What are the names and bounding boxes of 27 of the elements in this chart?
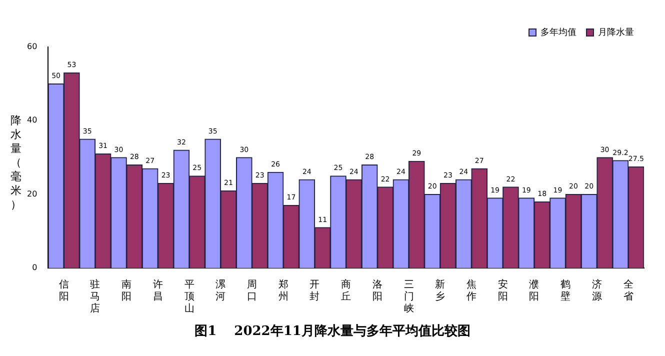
x-tick-label: 全省	[623, 278, 634, 303]
x-tick-label: 周口	[247, 280, 258, 303]
y-tick-label: 20	[26, 189, 38, 198]
x-tick-label: 开封	[310, 280, 320, 303]
y-tick-label: 40	[26, 116, 38, 125]
x-tick-label: 鹤壁	[560, 278, 571, 303]
x-tick-label: 漯河	[216, 278, 226, 303]
x-tick-label: 许昌	[152, 278, 163, 303]
x-tick-label: 焦作	[466, 278, 477, 303]
x-tick-label: 济源	[592, 278, 602, 303]
x-tick-label: 商丘	[341, 278, 352, 303]
x-tick-label: 濮阳	[529, 278, 540, 303]
x-tick-label: 洛阳	[372, 278, 382, 303]
legend-label: 多年均值	[540, 26, 576, 38]
x-tick-label: 三门峡	[404, 280, 414, 315]
y-tick-label: 60	[26, 42, 38, 52]
x-tick-label: 南阳	[122, 278, 132, 303]
legend-label: 月降水量	[598, 26, 634, 38]
x-tick-label: 驻马店	[90, 278, 100, 315]
y-axis-title: 降水量（毫米）	[10, 114, 22, 212]
x-tick-label: 新乡	[435, 278, 446, 303]
x-tick-label: 郑州	[278, 278, 288, 303]
text: 图1 2022年11月降水量与多年平均值比较图	[194, 323, 472, 340]
x-tick-label: 信阳	[58, 278, 69, 303]
y-tick-label: 0	[32, 263, 38, 272]
x-tick-label: 平顶山	[184, 280, 194, 315]
x-tick-label: 安阳	[498, 278, 508, 303]
